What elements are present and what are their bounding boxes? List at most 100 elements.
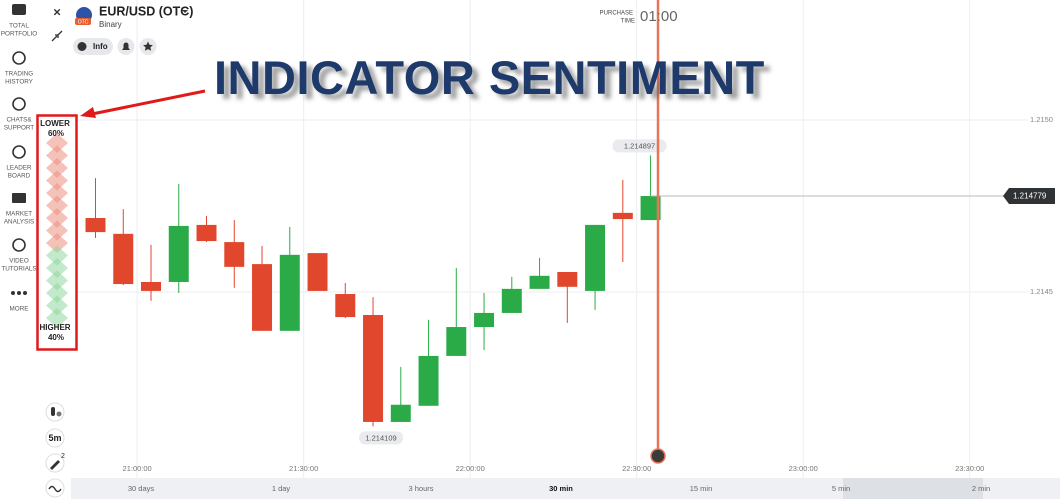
sidebar (0, 0, 38, 499)
purchase-label: TIME (621, 19, 635, 25)
sidebar-label[interactable]: TOTAL (9, 23, 29, 30)
sidebar-icon (12, 193, 26, 203)
candle-body (252, 264, 273, 331)
interval-button[interactable] (45, 428, 65, 448)
more-dot (17, 291, 21, 295)
sentiment-higher-mark (46, 308, 68, 328)
info-icon (77, 42, 87, 51)
sentiment-lower-label: LOWER (40, 119, 70, 128)
candle-body (363, 314, 384, 422)
candle-body (418, 355, 439, 406)
close-button[interactable]: × (53, 4, 61, 19)
sidebar-label[interactable]: TRADING (5, 71, 33, 78)
sidebar-label[interactable]: SUPPORT (4, 125, 34, 132)
low-label-bg (359, 431, 404, 445)
more-dot (23, 291, 27, 295)
sidebar-label[interactable]: ANALYSIS (4, 219, 34, 226)
sidebar-label[interactable]: VIDEO (9, 258, 29, 265)
x-tick-label: 23:00:00 (789, 464, 818, 473)
candles: 1.214897 1.214109 1.214779 (57, 139, 1055, 445)
timeframe-option[interactable]: 30 days (128, 484, 155, 493)
sentiment-lower-mark (46, 170, 68, 191)
timeframe-option[interactable]: 1 day (272, 484, 291, 493)
candle-body (585, 224, 606, 291)
sidebar-label[interactable]: CHATS& (6, 117, 32, 124)
wave-icon (48, 485, 62, 493)
y-tick-label: 1.2150 (1030, 115, 1053, 124)
sentiment-lower-mark (46, 158, 68, 178)
candle-body (196, 224, 217, 242)
sentiment-higher-value: 40% (48, 333, 64, 342)
sidebar-label[interactable]: PORTFOLIO (1, 31, 37, 38)
candle-body (168, 225, 189, 282)
sentiment-higher-mark (46, 270, 68, 291)
badge-text: OTC (78, 19, 89, 25)
asset-kind: Binary (99, 20, 122, 29)
sidebar-label[interactable]: TUTORIALS (1, 266, 36, 273)
candle-body (501, 288, 522, 313)
candle-body (141, 281, 162, 291)
timeframe-option[interactable]: 2 min (972, 484, 990, 493)
timeframe-bar (71, 478, 1060, 499)
timeframe-option[interactable]: 30 min (549, 484, 573, 493)
candle-body (446, 327, 467, 356)
badge (75, 18, 91, 25)
timeframe-option[interactable]: 5 min (832, 484, 850, 493)
timeframe-option[interactable]: 3 hours (408, 484, 433, 493)
annotation-title: INDICATOR SENTIMENT (214, 51, 765, 104)
x-tick-label: 22:30:00 (622, 464, 651, 473)
sentiment-higher-mark (46, 283, 68, 303)
pencil-icon (50, 460, 60, 470)
sentiment-highlight (36, 114, 78, 351)
timeframes: 30 days 1 day 3 hours 30 min 15 min 5 min 2 mi… (128, 478, 990, 499)
sidebar-icon (12, 145, 26, 159)
bell-icon (122, 42, 130, 50)
candle-body (224, 242, 245, 267)
candle-body (640, 196, 661, 221)
candle-body (557, 272, 578, 287)
sentiment-lower-mark (46, 220, 68, 241)
candle-body (612, 212, 633, 220)
sidebar-label[interactable]: LEADER (6, 165, 32, 172)
sentiment-higher-label: HIGHER (39, 323, 70, 332)
purchase-label: PURCHASE (600, 11, 633, 17)
purchase-time: 01:00 (640, 8, 678, 25)
sentiment-lower-mark (46, 133, 68, 153)
timeframe-selected[interactable] (843, 478, 983, 499)
sentiment-lower-mark (46, 145, 68, 166)
sidebar-label[interactable]: MARKET (6, 211, 32, 218)
annotation-arrow (91, 89, 206, 116)
dropdown-caret[interactable] (182, 10, 188, 13)
current-price-tag (1003, 188, 1055, 205)
timeframe-option[interactable]: 15 min (690, 484, 713, 493)
x-tick-label: 22:00:00 (456, 464, 485, 473)
x-tick-label: 21:30:00 (289, 464, 318, 473)
sentiment-lower-mark (46, 195, 68, 216)
info-label: Info (93, 42, 108, 51)
annotation-arrowhead (80, 107, 96, 118)
sidebar-icon (12, 97, 26, 111)
sidebar-label[interactable]: MORE (10, 306, 29, 313)
sentiment-lower-mark (46, 233, 68, 253)
current-price: 1.214779 (1013, 192, 1047, 201)
candle-body (307, 253, 328, 291)
x-tick-label: 23:30:00 (955, 464, 984, 473)
sidebar-label[interactable]: HISTORY (5, 79, 34, 86)
sentiment-lower-mark (46, 183, 68, 203)
sentiment-lower-value: 60% (48, 129, 64, 138)
timer-icon[interactable] (650, 448, 666, 464)
asset-name[interactable]: EUR/USD (OTC) (99, 4, 193, 18)
high-label: 1.214897 (624, 141, 655, 150)
candle-body (85, 218, 106, 233)
sidebar-icon (12, 238, 26, 252)
low-label: 1.214109 (365, 433, 396, 442)
sentiment-diamonds (46, 133, 68, 328)
tool-icon (56, 411, 62, 417)
grid: 21:00:00 21:30:00 22:00:00 22:30:00 23:00:00… (72, 0, 1053, 478)
collapse-button[interactable] (51, 30, 63, 42)
y-tick-label: 1.2145 (1030, 287, 1053, 296)
candle-body (474, 312, 495, 328)
sidebar-label[interactable]: BOARD (8, 173, 31, 180)
sentiment-higher-mark (46, 245, 68, 266)
